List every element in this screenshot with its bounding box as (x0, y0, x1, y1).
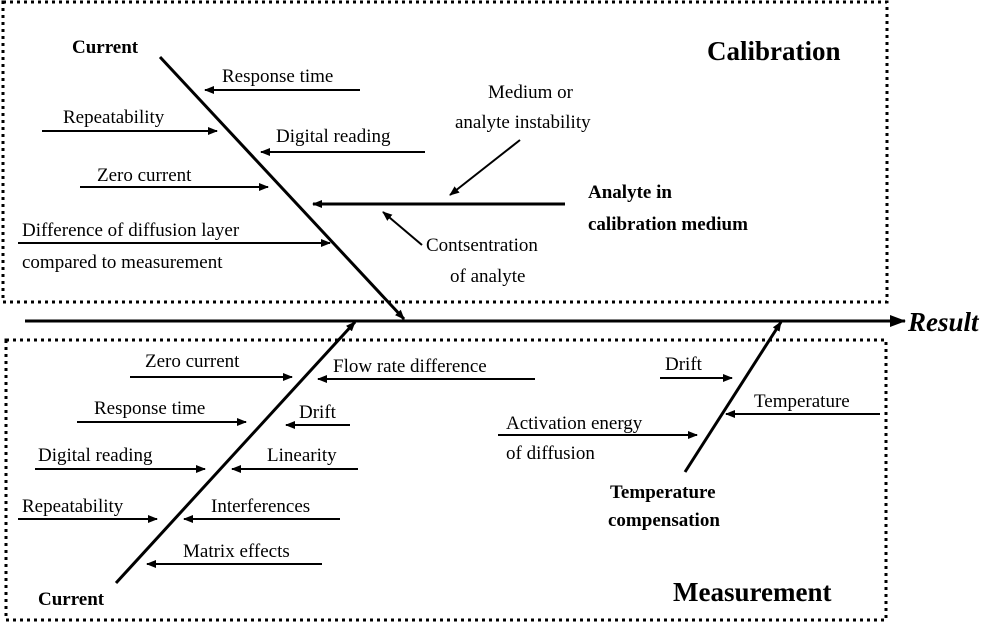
measurement-current-bone (114, 320, 357, 585)
analyte-label-line1: Analyte in (588, 182, 672, 203)
temperature-compensation-bone (683, 321, 783, 473)
result-label: Result (907, 307, 980, 337)
temp-comp-label-line1: Temperature (610, 482, 716, 503)
contsentration-label-line1: Contsentration (426, 235, 538, 256)
cal-digital-reading-label: Digital reading (276, 126, 391, 147)
temp-comp-label-line2: compensation (608, 510, 720, 531)
cal-diffusion-label-line2: compared to measurement (22, 252, 223, 273)
calibration-group-box (1, 0, 889, 304)
calibration-current-bone (158, 55, 406, 321)
calibration-current-label: Current (72, 37, 139, 58)
contsentration-arrow (382, 211, 423, 246)
cal-zero-current-label: Zero current (97, 165, 192, 186)
meas-digital-reading-label: Digital reading (38, 445, 153, 466)
measurement-title: Measurement (673, 577, 831, 607)
meas-linearity-label: Linearity (267, 445, 337, 466)
medium-instability-arrow (449, 139, 521, 196)
measurement-group-box (4, 338, 888, 622)
medium-label-line2: analyte instability (455, 112, 591, 133)
temp-drift-label: Drift (665, 354, 703, 375)
calibration-title: Calibration (707, 36, 841, 66)
meas-matrix-effects-label: Matrix effects (183, 541, 290, 562)
contsentration-label-line2: of analyte (450, 266, 525, 287)
activation-label-line2: of diffusion (506, 443, 595, 464)
medium-label-line1: Medium or (488, 82, 574, 103)
meas-interferences-label: Interferences (211, 496, 310, 517)
meas-zero-current-label: Zero current (145, 351, 240, 372)
meas-repeatability-label: Repeatability (22, 496, 124, 517)
cal-response-time-label: Response time (222, 66, 333, 87)
cal-diffusion-label-line1: Difference of diffusion layer (22, 220, 240, 241)
activation-label-line1: Activation energy (506, 413, 643, 434)
analyte-label-line2: calibration medium (588, 214, 748, 235)
temp-temperature-label: Temperature (754, 391, 850, 412)
measurement-current-label: Current (38, 589, 105, 610)
cal-repeatability-label: Repeatability (63, 107, 165, 128)
meas-response-time-label: Response time (94, 398, 205, 419)
meas-drift-label: Drift (299, 402, 337, 423)
meas-flow-rate-label: Flow rate difference (333, 356, 487, 377)
